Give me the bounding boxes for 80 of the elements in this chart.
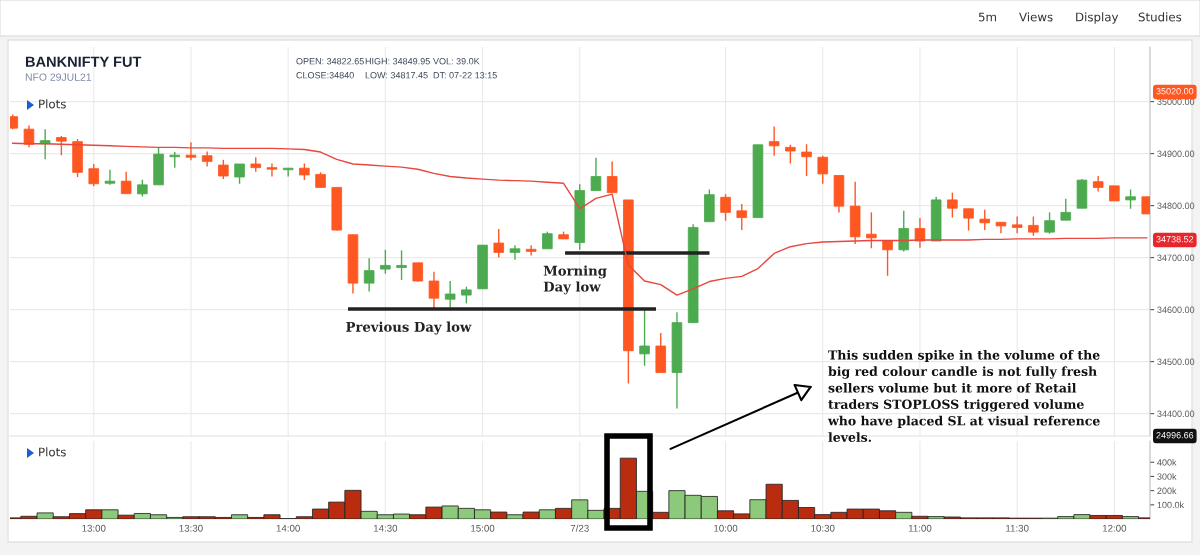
candlestick	[88, 163, 100, 188]
x-tick-label: 7/23	[570, 524, 589, 532]
candlestick	[898, 210, 910, 253]
candlestick	[412, 262, 424, 283]
text: Studies	[1138, 12, 1182, 22]
candlestick	[817, 154, 829, 185]
ref-line-label: Previous Day low	[346, 321, 472, 335]
text: BANKNIFTY FUT	[25, 56, 142, 67]
candlestick	[639, 309, 650, 367]
candlestick	[785, 144, 796, 165]
x-tick-label: 11:00	[908, 524, 932, 532]
candlestick	[363, 257, 375, 293]
x-tick-label: 11:30	[1006, 524, 1029, 532]
candlestick	[801, 143, 812, 177]
x-tick-label: 14:30	[373, 524, 398, 532]
text: 24996.66	[1156, 432, 1194, 439]
candlestick	[266, 162, 278, 178]
annotation: LOW: 34817.45	[365, 72, 428, 79]
x-tick-label: 10:00	[714, 524, 738, 532]
ref-line-label: Morning Day low	[543, 265, 607, 295]
candlestick	[509, 244, 521, 261]
y-tick-label: 34800.00	[1157, 202, 1195, 209]
candlestick	[1125, 188, 1136, 210]
y-tick-label: 34600.00	[1157, 306, 1195, 313]
candlestick	[882, 240, 893, 277]
candlestick	[234, 163, 245, 185]
text: 34738.52	[1156, 236, 1194, 243]
candlestick	[120, 171, 132, 195]
annotation: This sudden spike in the volume of the big red colour candle is not fully fresh sellers volume but it more of Retail traders STOPLOSS triggered volume who have placed SL at visual reference levels.	[827, 350, 1100, 442]
candlestick	[768, 125, 780, 157]
x-tick-label: 14:00	[276, 524, 300, 532]
candlestick	[1060, 198, 1072, 221]
candlestick	[56, 135, 67, 156]
candlestick	[396, 249, 407, 281]
candlestick	[1011, 215, 1023, 234]
candlestick	[866, 211, 877, 249]
y-tick-label: 200k	[1157, 487, 1177, 494]
x-tick-label: 13:30	[179, 524, 203, 532]
annotation: OPEN: 34822.65	[296, 58, 364, 65]
text: 5m	[978, 12, 997, 22]
annotation: Plots	[39, 99, 66, 109]
x-tick-label: 12:00	[1102, 524, 1127, 532]
y-tick-label: 400k	[1157, 459, 1177, 466]
y-tick-label: 34900.00	[1157, 150, 1195, 157]
x-tick-label: 13:00	[82, 524, 106, 532]
annotation: HIGH: 34849.95	[365, 58, 430, 65]
annotation: CLOSE:34840	[296, 72, 354, 79]
y-tick-label: 34500.00	[1157, 358, 1195, 365]
candlestick	[963, 208, 974, 232]
y-tick-label: 35000.00	[1157, 98, 1195, 105]
candlestick	[525, 244, 537, 257]
candlestick	[493, 228, 505, 259]
annotation: VOL: 39.0K	[433, 58, 480, 65]
x-tick-label: 15:00	[471, 524, 495, 532]
candlestick	[1044, 211, 1055, 235]
annotation: DT: 07-22 13:15	[433, 72, 497, 79]
candlestick	[23, 124, 35, 149]
candlestick	[590, 157, 602, 192]
text: Views	[1019, 12, 1053, 22]
candlestick	[947, 191, 958, 219]
text: 35020.00	[1156, 88, 1194, 95]
candlestick	[218, 159, 229, 180]
candlestick	[428, 270, 440, 309]
candlestick	[979, 209, 991, 231]
candlestick	[720, 193, 731, 222]
candlestick	[444, 280, 456, 309]
candlestick	[380, 249, 391, 275]
text: Display	[1076, 12, 1119, 24]
y-tick-label: 300k	[1157, 473, 1177, 480]
candlestick	[1028, 215, 1039, 237]
candlestick	[736, 203, 748, 231]
candlestick	[104, 169, 116, 186]
y-tick-label: 34400.00	[1157, 410, 1195, 417]
candlestick	[185, 141, 197, 162]
x-tick-label: 10:30	[811, 524, 835, 532]
y-tick-label: 34700.00	[1157, 254, 1195, 261]
candlestick	[606, 160, 618, 194]
y-tick-label: 100.0k	[1157, 501, 1185, 509]
annotation: Plots	[39, 447, 66, 457]
text: NFO 29JUL21	[25, 73, 92, 81]
